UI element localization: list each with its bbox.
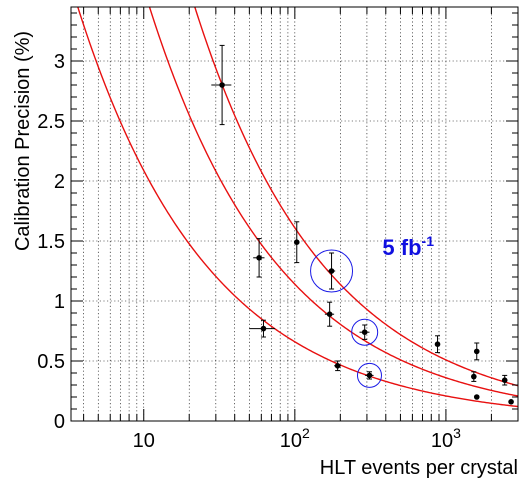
data-point bbox=[473, 342, 480, 361]
plot-frame bbox=[70, 6, 519, 422]
highlight-circle bbox=[351, 318, 379, 346]
y-tick-label: 1.5 bbox=[37, 231, 65, 253]
x-axis-title: HLT events per crystal bbox=[320, 457, 518, 479]
point-marker bbox=[256, 254, 262, 261]
point-marker bbox=[334, 363, 341, 369]
axis-ticks bbox=[71, 7, 519, 422]
highlight-circle bbox=[356, 362, 382, 388]
point-marker bbox=[471, 373, 477, 380]
data-point bbox=[471, 371, 477, 382]
point-marker bbox=[219, 82, 225, 88]
y-tick-label: 2 bbox=[54, 171, 65, 193]
data-point bbox=[473, 394, 480, 400]
point-marker bbox=[434, 341, 441, 348]
y-tick-label: 0.5 bbox=[37, 351, 65, 373]
fit-curves bbox=[77, 7, 518, 408]
y-tick-label: 3 bbox=[54, 51, 65, 73]
luminosity-annotation: 5 fb-1 bbox=[382, 233, 434, 260]
highlight-circles bbox=[310, 249, 382, 388]
grid bbox=[71, 7, 519, 421]
data-point bbox=[293, 221, 300, 264]
highlight-circle bbox=[310, 249, 354, 293]
data-point bbox=[253, 238, 265, 278]
point-marker bbox=[293, 239, 300, 245]
y-tick-label: 0 bbox=[54, 411, 65, 433]
point-marker bbox=[361, 329, 368, 336]
data-point bbox=[211, 44, 232, 126]
point-marker bbox=[326, 311, 333, 318]
data-points bbox=[211, 44, 514, 405]
fit-curve bbox=[77, 7, 518, 408]
data-point bbox=[359, 324, 370, 340]
data-point bbox=[508, 399, 514, 405]
point-marker bbox=[473, 348, 480, 355]
data-point bbox=[249, 319, 276, 338]
y-axis-title: Calibration Precision (%) bbox=[12, 31, 34, 251]
point-marker bbox=[508, 399, 514, 405]
data-point bbox=[334, 360, 341, 372]
fit-curve bbox=[148, 7, 518, 397]
data-point bbox=[327, 252, 336, 290]
data-point bbox=[324, 301, 335, 327]
fit-curve bbox=[194, 7, 518, 387]
y-tick-label: 1 bbox=[54, 291, 65, 313]
point-marker bbox=[260, 325, 267, 332]
tick-labels: 0 0.5 1 1.5 2 2.5 3 10 102 103 bbox=[37, 51, 461, 452]
point-marker bbox=[501, 377, 508, 384]
data-point bbox=[434, 335, 441, 354]
data-point bbox=[501, 374, 508, 386]
x-tick-label: 10 bbox=[133, 430, 155, 452]
point-marker bbox=[366, 372, 373, 379]
y-tick-label: 2.5 bbox=[37, 111, 65, 133]
point-marker bbox=[473, 394, 480, 400]
x-tick-label: 103 bbox=[431, 425, 461, 452]
point-marker bbox=[328, 268, 335, 274]
x-tick-label: 102 bbox=[280, 425, 310, 452]
data-point bbox=[365, 371, 374, 380]
